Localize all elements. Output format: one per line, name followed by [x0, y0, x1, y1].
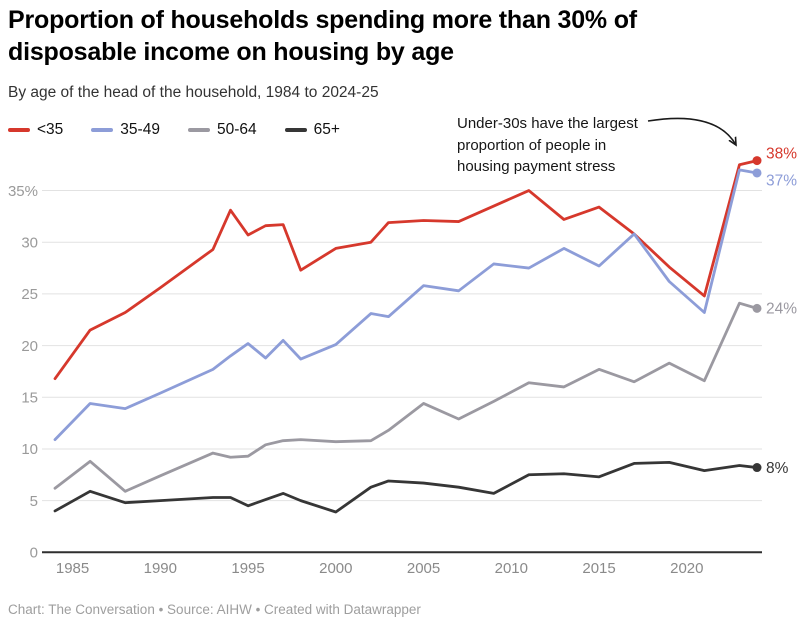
x-tick-label-1995: 1995: [231, 560, 264, 577]
end-label-under-35: 38%: [766, 146, 797, 163]
end-dot-35-49: [752, 168, 762, 178]
footer-credits: Chart: The Conversation • Source: AIHW •…: [8, 602, 421, 617]
end-label-35-49: 37%: [766, 172, 797, 189]
legend: <35 35-49 50-64 65+: [8, 121, 340, 139]
end-label-65-plus: 8%: [766, 460, 789, 477]
series-line-under-35: [53, 159, 759, 381]
y-tick-label-25: 25: [21, 286, 38, 303]
x-tick-label-2010: 2010: [495, 560, 528, 577]
y-tick-label-15: 15: [21, 389, 38, 406]
x-tick-label-2020: 2020: [670, 560, 703, 577]
x-tick-label-2015: 2015: [582, 560, 615, 577]
end-label-50-64: 24%: [766, 300, 797, 317]
annotation-arrow: [647, 117, 736, 145]
series-line-65-plus: [53, 460, 759, 514]
legend-label-under-35: <35: [37, 121, 64, 138]
end-dot-under-35: [752, 156, 762, 166]
legend-label-50-64: 50-64: [216, 121, 257, 138]
y-tick-label-5: 5: [30, 493, 38, 510]
series-line-35-49: [53, 168, 759, 442]
legend-swatch-35-49: [91, 128, 114, 132]
end-dot-65-plus: [752, 463, 762, 473]
legend-swatch-50-64: [187, 128, 210, 132]
chart-subtitle: By age of the head of the household, 198…: [8, 84, 379, 101]
y-tick-label-0: 0: [30, 545, 38, 562]
legend-item-under-35: <35: [8, 121, 63, 139]
x-tick-label-2005: 2005: [407, 560, 440, 577]
legend-label-35-49: 35-49: [120, 121, 160, 138]
x-tick-label-1985: 1985: [56, 560, 89, 577]
y-tick-label-35: 35%: [8, 183, 38, 200]
legend-item-35-49: 35-49: [91, 121, 160, 139]
legend-item-65-plus: 65+: [284, 121, 340, 139]
series-line-50-64: [53, 301, 759, 493]
legend-item-50-64: 50-64: [187, 121, 257, 139]
legend-label-65-plus: 65+: [313, 121, 340, 138]
legend-swatch-under-35: [8, 128, 30, 132]
y-tick-label-20: 20: [21, 338, 38, 355]
x-tick-label-2000: 2000: [319, 560, 352, 577]
x-tick-label-1990: 1990: [144, 560, 177, 577]
annotation-text: Under-30s have the largest proportion of…: [457, 115, 638, 175]
y-tick-label-30: 30: [21, 234, 38, 251]
y-tick-label-10: 10: [21, 441, 38, 458]
end-dot-50-64: [752, 303, 762, 313]
legend-swatch-65-plus: [284, 128, 307, 132]
chart-title: Proportion of households spending more t…: [8, 6, 637, 66]
